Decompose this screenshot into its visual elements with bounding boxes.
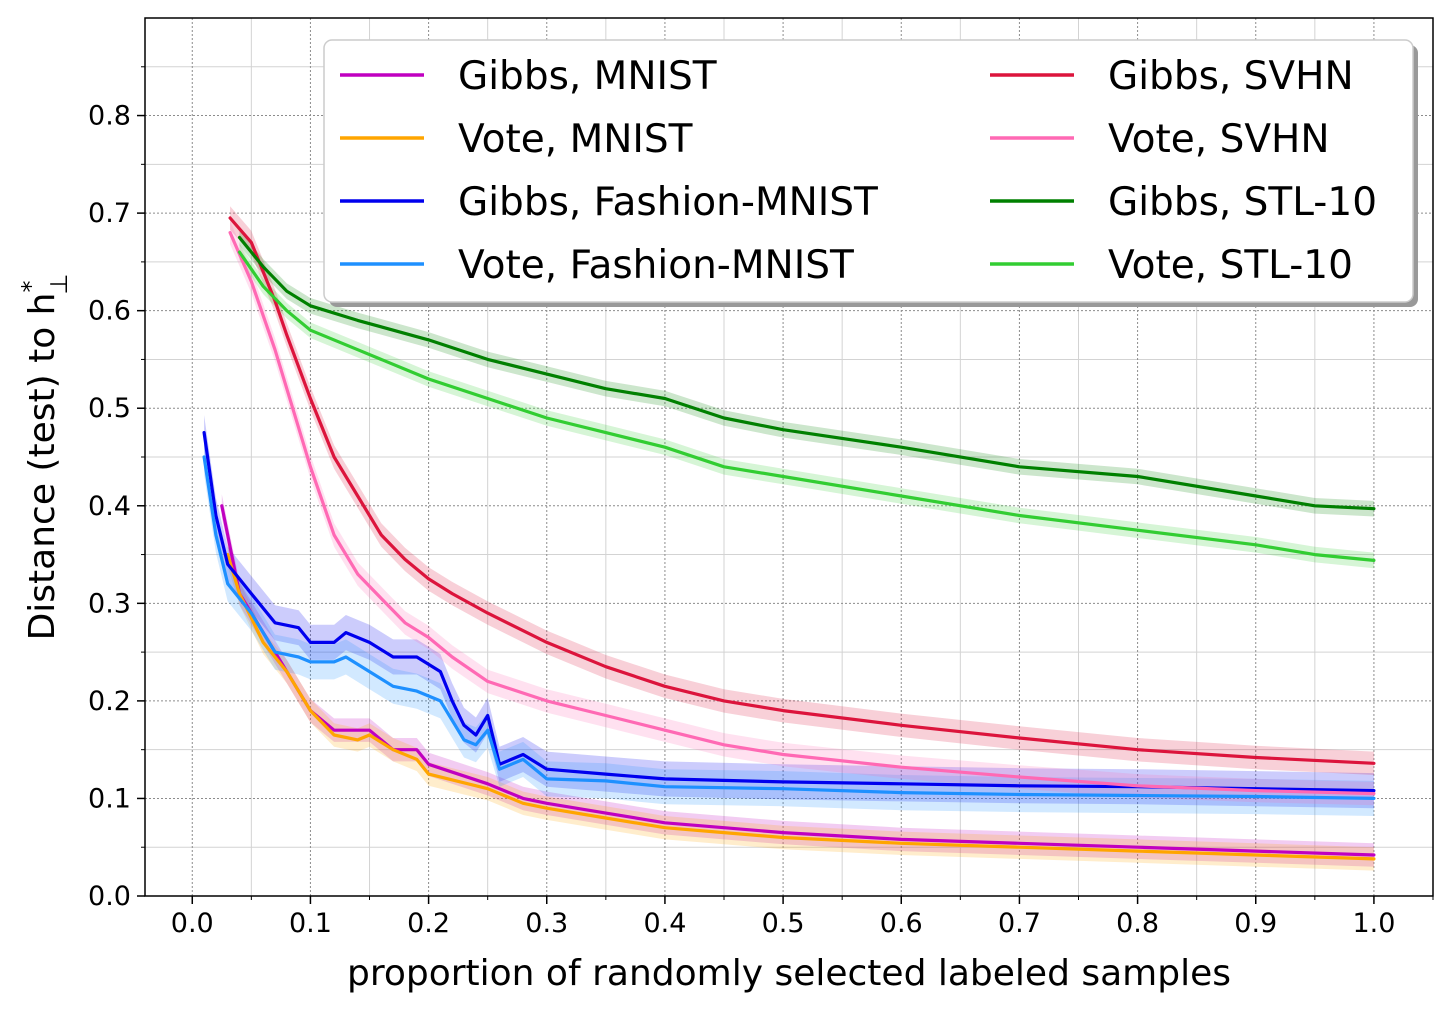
x-axis-title: proportion of randomly selected labeled … [347,953,1231,994]
legend: Gibbs, MNIST Vote, MNIST Gibbs, Fashion-MN… [323,39,1418,307]
legend-label: Vote, STL-10 [1108,243,1353,288]
legend-label: Gibbs, STL-10 [1108,180,1377,225]
y-tick-label: 0.7 [88,198,131,229]
x-axis-ticks: 0.0 0.1 0.2 0.3 0.4 0.5 0.6 0.7 0.8 0.9 1.0 [171,896,1434,939]
legend-box [323,39,1414,303]
x-tick-label: 0.5 [762,908,805,939]
series-line [226,552,1376,861]
series-band [227,542,1374,871]
x-tick-label: 0.0 [171,908,214,939]
legend-label: Vote, MNIST [458,117,693,162]
series-line [228,216,1376,765]
y-axis-title: Distance (test) to h*⊥ [17,274,73,641]
legend-label: Gibbs, Fashion-MNIST [458,180,878,225]
y-axis-title-sub: ⊥ [45,274,73,295]
x-tick-label: 1.0 [1352,908,1395,939]
legend-label: Gibbs, SVHN [1108,54,1354,99]
y-axis-title-group: Distance (test) to h*⊥ [17,274,73,641]
y-tick-label: 0.0 [88,881,131,912]
y-axis-ticks: 0.0 0.1 0.2 0.3 0.4 0.5 0.6 0.7 0.8 [88,66,145,912]
x-tick-label: 0.9 [1234,908,1277,939]
series-lines [202,216,1376,861]
x-tick-label: 0.8 [1116,908,1159,939]
x-tick-label: 0.3 [525,908,568,939]
x-tick-label: 0.6 [880,908,923,939]
x-tick-label: 0.7 [998,908,1041,939]
y-tick-label: 0.8 [88,101,131,132]
x-tick-label: 0.1 [289,908,332,939]
series-band [230,206,1374,776]
series-line [237,235,1376,511]
y-tick-label: 0.2 [88,686,131,717]
confidence-bands [204,206,1374,871]
series-line [237,250,1376,563]
y-tick-label: 0.5 [88,393,131,424]
series-line [228,231,1376,796]
x-tick-label: 0.4 [643,908,686,939]
y-tick-label: 0.3 [88,588,131,619]
y-tick-label: 0.6 [88,296,131,327]
legend-entries: Gibbs, MNIST Vote, MNIST Gibbs, Fashion-MN… [340,54,1377,288]
x-tick-label: 0.2 [407,908,450,939]
y-axis-title-sup: * [17,280,45,292]
legend-label: Gibbs, MNIST [458,54,717,99]
legend-label: Vote, Fashion-MNIST [458,243,854,288]
y-tick-label: 0.1 [88,783,131,814]
series-line [202,431,1376,793]
series-line [202,455,1376,801]
legend-label: Vote, SVHN [1108,117,1330,162]
y-tick-label: 0.4 [88,491,131,522]
